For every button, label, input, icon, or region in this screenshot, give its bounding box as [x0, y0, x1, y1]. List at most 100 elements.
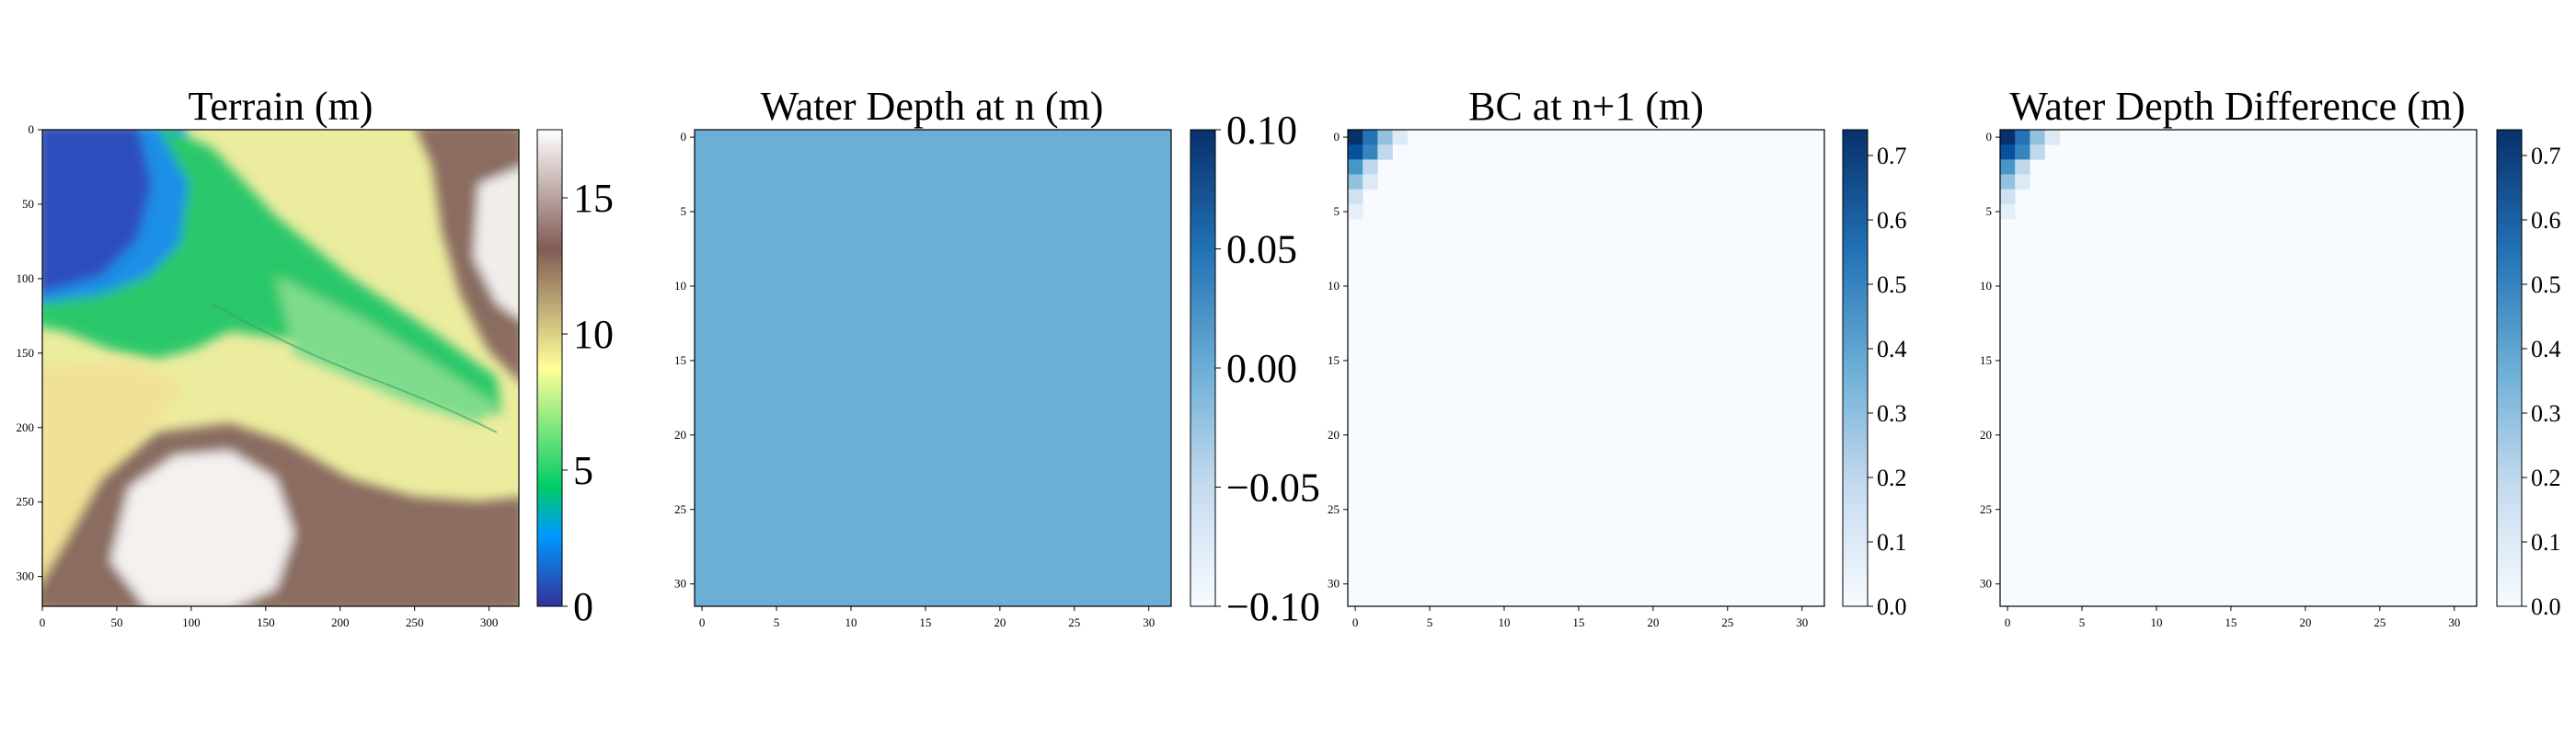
terrain-colorbar-ticks: 0 5 10 15	[562, 176, 614, 629]
colorbar-tick-label: 0.5	[2531, 271, 2561, 298]
diff-cell	[2030, 144, 2045, 160]
y-tick-label: 30	[1328, 577, 1340, 591]
diff-cell	[2000, 203, 2016, 220]
bc-cell	[1348, 130, 1363, 145]
x-tick-label: 100	[182, 615, 201, 629]
x-tick-label: 25	[1068, 615, 1080, 629]
panel-water-depth-title: Water Depth at n (m)	[761, 84, 1104, 129]
y-tick-label: 25	[674, 502, 686, 516]
terrain-peak-right	[474, 167, 519, 318]
diff-cell	[2015, 144, 2030, 160]
y-tick-label: 25	[1328, 502, 1340, 516]
y-tick-label: 30	[1980, 577, 1992, 591]
x-tick-label: 0	[1352, 615, 1359, 629]
x-tick-label: 15	[919, 615, 931, 629]
water-depth-colorbar-ticks: 0.10 0.05 0.00 −0.05 −0.10	[1215, 108, 1320, 629]
terrain-axes: 0 50 100 150 200 250 300 0 50 100 150 200 250 300	[17, 122, 499, 629]
colorbar-tick-label: 0.5	[1877, 271, 1907, 298]
x-tick-label: 30	[1796, 615, 1808, 629]
depth-background-cells	[695, 130, 1171, 606]
diff-cell	[2000, 159, 2016, 175]
bc-cell	[1363, 174, 1378, 190]
bc-cell	[1348, 159, 1363, 175]
panel-bc-title: BC at n+1 (m)	[1468, 84, 1704, 129]
colorbar-tick-label: −0.05	[1226, 466, 1320, 511]
bc-axes: 0 5 10 15 20 25 30 0 5 10 15 20 25 30	[1328, 130, 1808, 629]
x-tick-label: 10	[2150, 615, 2162, 629]
y-tick-label: 30	[674, 577, 686, 591]
x-tick-label: 5	[774, 615, 780, 629]
x-tick-label: 0	[2005, 615, 2011, 629]
bc-cell	[1392, 130, 1409, 145]
water-depth-colorbar-gradient	[1190, 129, 1216, 607]
x-tick-label: 30	[2448, 615, 2460, 629]
diff-cell	[2015, 159, 2030, 175]
colorbar-tick-label: 0.10	[1226, 108, 1297, 153]
x-tick-label: 250	[406, 615, 424, 629]
y-tick-label: 15	[1328, 353, 1340, 367]
colorbar-tick-label: 0.3	[2531, 400, 2561, 427]
water-depth-frame	[694, 129, 1172, 607]
y-tick-label: 5	[681, 204, 687, 218]
diff-cell	[2000, 189, 2016, 205]
x-tick-label: 15	[2225, 615, 2237, 629]
panel-terrain: Terrain (m) 0 50 100 150 200 250 3000501001502…	[17, 84, 615, 629]
y-tick-label: 10	[1980, 279, 1992, 293]
y-tick-label: 15	[674, 353, 686, 367]
panel-terrain-title: Terrain (m)	[189, 84, 374, 129]
colorbar-tick-label: 15	[573, 176, 614, 221]
difference-axes: 0 5 10 15 20 25 30 0 5 10 15 20 25 30	[1980, 130, 2460, 629]
difference-heatmap	[2000, 130, 2477, 606]
colorbar-tick-label: 0.4	[2531, 336, 2561, 362]
diff-cell	[2015, 174, 2030, 190]
diff-cell	[2015, 130, 2030, 145]
y-tick-label: 15	[1980, 353, 1992, 367]
bc-colorbar: 0.0 0.1 0.2 0.3 0.4 0.5 0.6 0.7	[1842, 129, 1907, 620]
y-tick-label: 100	[17, 271, 35, 285]
y-tick-label: 250	[17, 495, 35, 509]
x-tick-label: 50	[110, 615, 122, 629]
y-tick-label: 200	[17, 420, 35, 434]
water-depth-axes: 0 5 10 15 20 25 30 0 5 10 15 20 25 30	[674, 130, 1155, 629]
y-tick-label: 300	[17, 569, 35, 583]
bc-cell	[1348, 174, 1363, 190]
bc-cell	[1377, 130, 1393, 145]
bc-cell	[1363, 159, 1378, 175]
difference-colorbar-gradient	[2496, 129, 2523, 607]
bc-cell	[1363, 130, 1378, 145]
colorbar-tick-label: 0.2	[2531, 465, 2561, 491]
y-tick-label: 20	[674, 428, 686, 442]
diff-background-cells	[2000, 130, 2477, 606]
y-tick-label: 0	[1986, 130, 1993, 144]
y-tick-label: 5	[1334, 204, 1340, 218]
difference-colorbar: 0.0 0.1 0.2 0.3 0.4 0.5 0.6 0.7	[2496, 129, 2561, 620]
x-tick-label: 25	[1721, 615, 1733, 629]
diff-cell	[2000, 130, 2016, 145]
colorbar-tick-label: 0	[573, 584, 593, 629]
terrain-peak-bottom	[110, 451, 294, 606]
terrain-colorbar: 0 5 10 15	[536, 129, 614, 629]
colorbar-tick-label: 0.6	[1877, 207, 1907, 234]
terrain-colorbar-gradient	[536, 129, 563, 607]
colorbar-tick-label: 0.3	[1877, 400, 1907, 427]
colorbar-tick-label: 0.4	[1877, 336, 1907, 362]
x-tick-label: 10	[845, 615, 857, 629]
x-tick-label: 5	[1427, 615, 1433, 629]
x-tick-label: 300	[480, 615, 499, 629]
colorbar-tick-label: −0.10	[1226, 584, 1320, 629]
x-tick-label: 25	[2374, 615, 2386, 629]
panel-difference: Water Depth Difference (m) 0 5 10 15 20 25 300…	[1980, 84, 2561, 629]
x-tick-label: 0	[699, 615, 706, 629]
x-tick-label: 200	[331, 615, 350, 629]
y-tick-label: 50	[22, 197, 34, 211]
x-tick-label: 0	[40, 615, 46, 629]
bc-cell	[1377, 144, 1393, 160]
y-tick-label: 150	[17, 346, 35, 360]
y-tick-label: 20	[1328, 428, 1340, 442]
y-tick-label: 10	[674, 279, 686, 293]
bc-cell	[1348, 144, 1363, 160]
bc-frame	[1347, 129, 1825, 607]
terrain-mid-bottom	[42, 363, 184, 580]
x-tick-label: 5	[2079, 615, 2086, 629]
